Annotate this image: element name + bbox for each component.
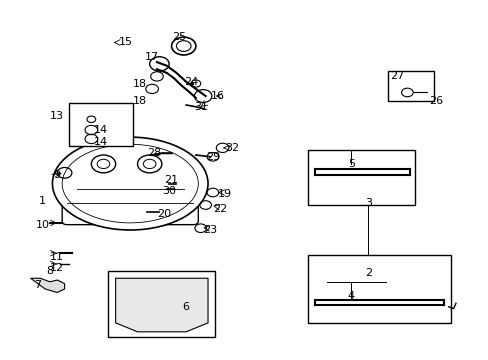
Text: 8: 8 — [46, 266, 54, 276]
Text: 12: 12 — [50, 262, 64, 273]
Text: 21: 21 — [164, 175, 178, 185]
Text: 29: 29 — [205, 152, 220, 162]
Text: 25: 25 — [171, 32, 185, 42]
Bar — [69, 103, 132, 146]
Text: 30: 30 — [162, 186, 176, 196]
FancyBboxPatch shape — [62, 185, 198, 225]
Text: 14: 14 — [94, 125, 108, 135]
Text: 16: 16 — [210, 91, 224, 101]
Ellipse shape — [52, 137, 207, 230]
Polygon shape — [116, 278, 207, 332]
Text: 15: 15 — [118, 37, 132, 48]
Text: 22: 22 — [213, 203, 227, 213]
Text: 18: 18 — [133, 78, 147, 89]
Text: 10: 10 — [36, 220, 50, 230]
Bar — [307, 150, 414, 205]
Polygon shape — [30, 278, 64, 293]
Text: 32: 32 — [225, 143, 239, 153]
Text: 27: 27 — [390, 71, 404, 81]
Text: 20: 20 — [157, 209, 171, 219]
Bar — [108, 271, 215, 337]
Text: 13: 13 — [50, 111, 64, 121]
Bar — [387, 71, 433, 102]
Bar — [307, 255, 450, 323]
Text: 9: 9 — [54, 170, 61, 180]
Text: 7: 7 — [34, 280, 41, 291]
Text: 28: 28 — [147, 148, 162, 158]
Text: 19: 19 — [218, 189, 232, 199]
Text: 5: 5 — [347, 159, 354, 169]
Text: 2: 2 — [364, 268, 371, 278]
Text: 6: 6 — [183, 302, 189, 312]
Text: 26: 26 — [428, 96, 443, 107]
Text: 11: 11 — [50, 252, 64, 262]
Text: 24: 24 — [183, 77, 198, 87]
Text: 17: 17 — [145, 52, 159, 62]
Text: 4: 4 — [347, 291, 354, 301]
Text: 23: 23 — [203, 225, 217, 235]
Text: 1: 1 — [39, 197, 46, 206]
Text: 31: 31 — [193, 102, 207, 112]
Text: 14: 14 — [94, 138, 108, 148]
Text: 3: 3 — [364, 198, 371, 208]
Text: 18: 18 — [133, 96, 147, 107]
